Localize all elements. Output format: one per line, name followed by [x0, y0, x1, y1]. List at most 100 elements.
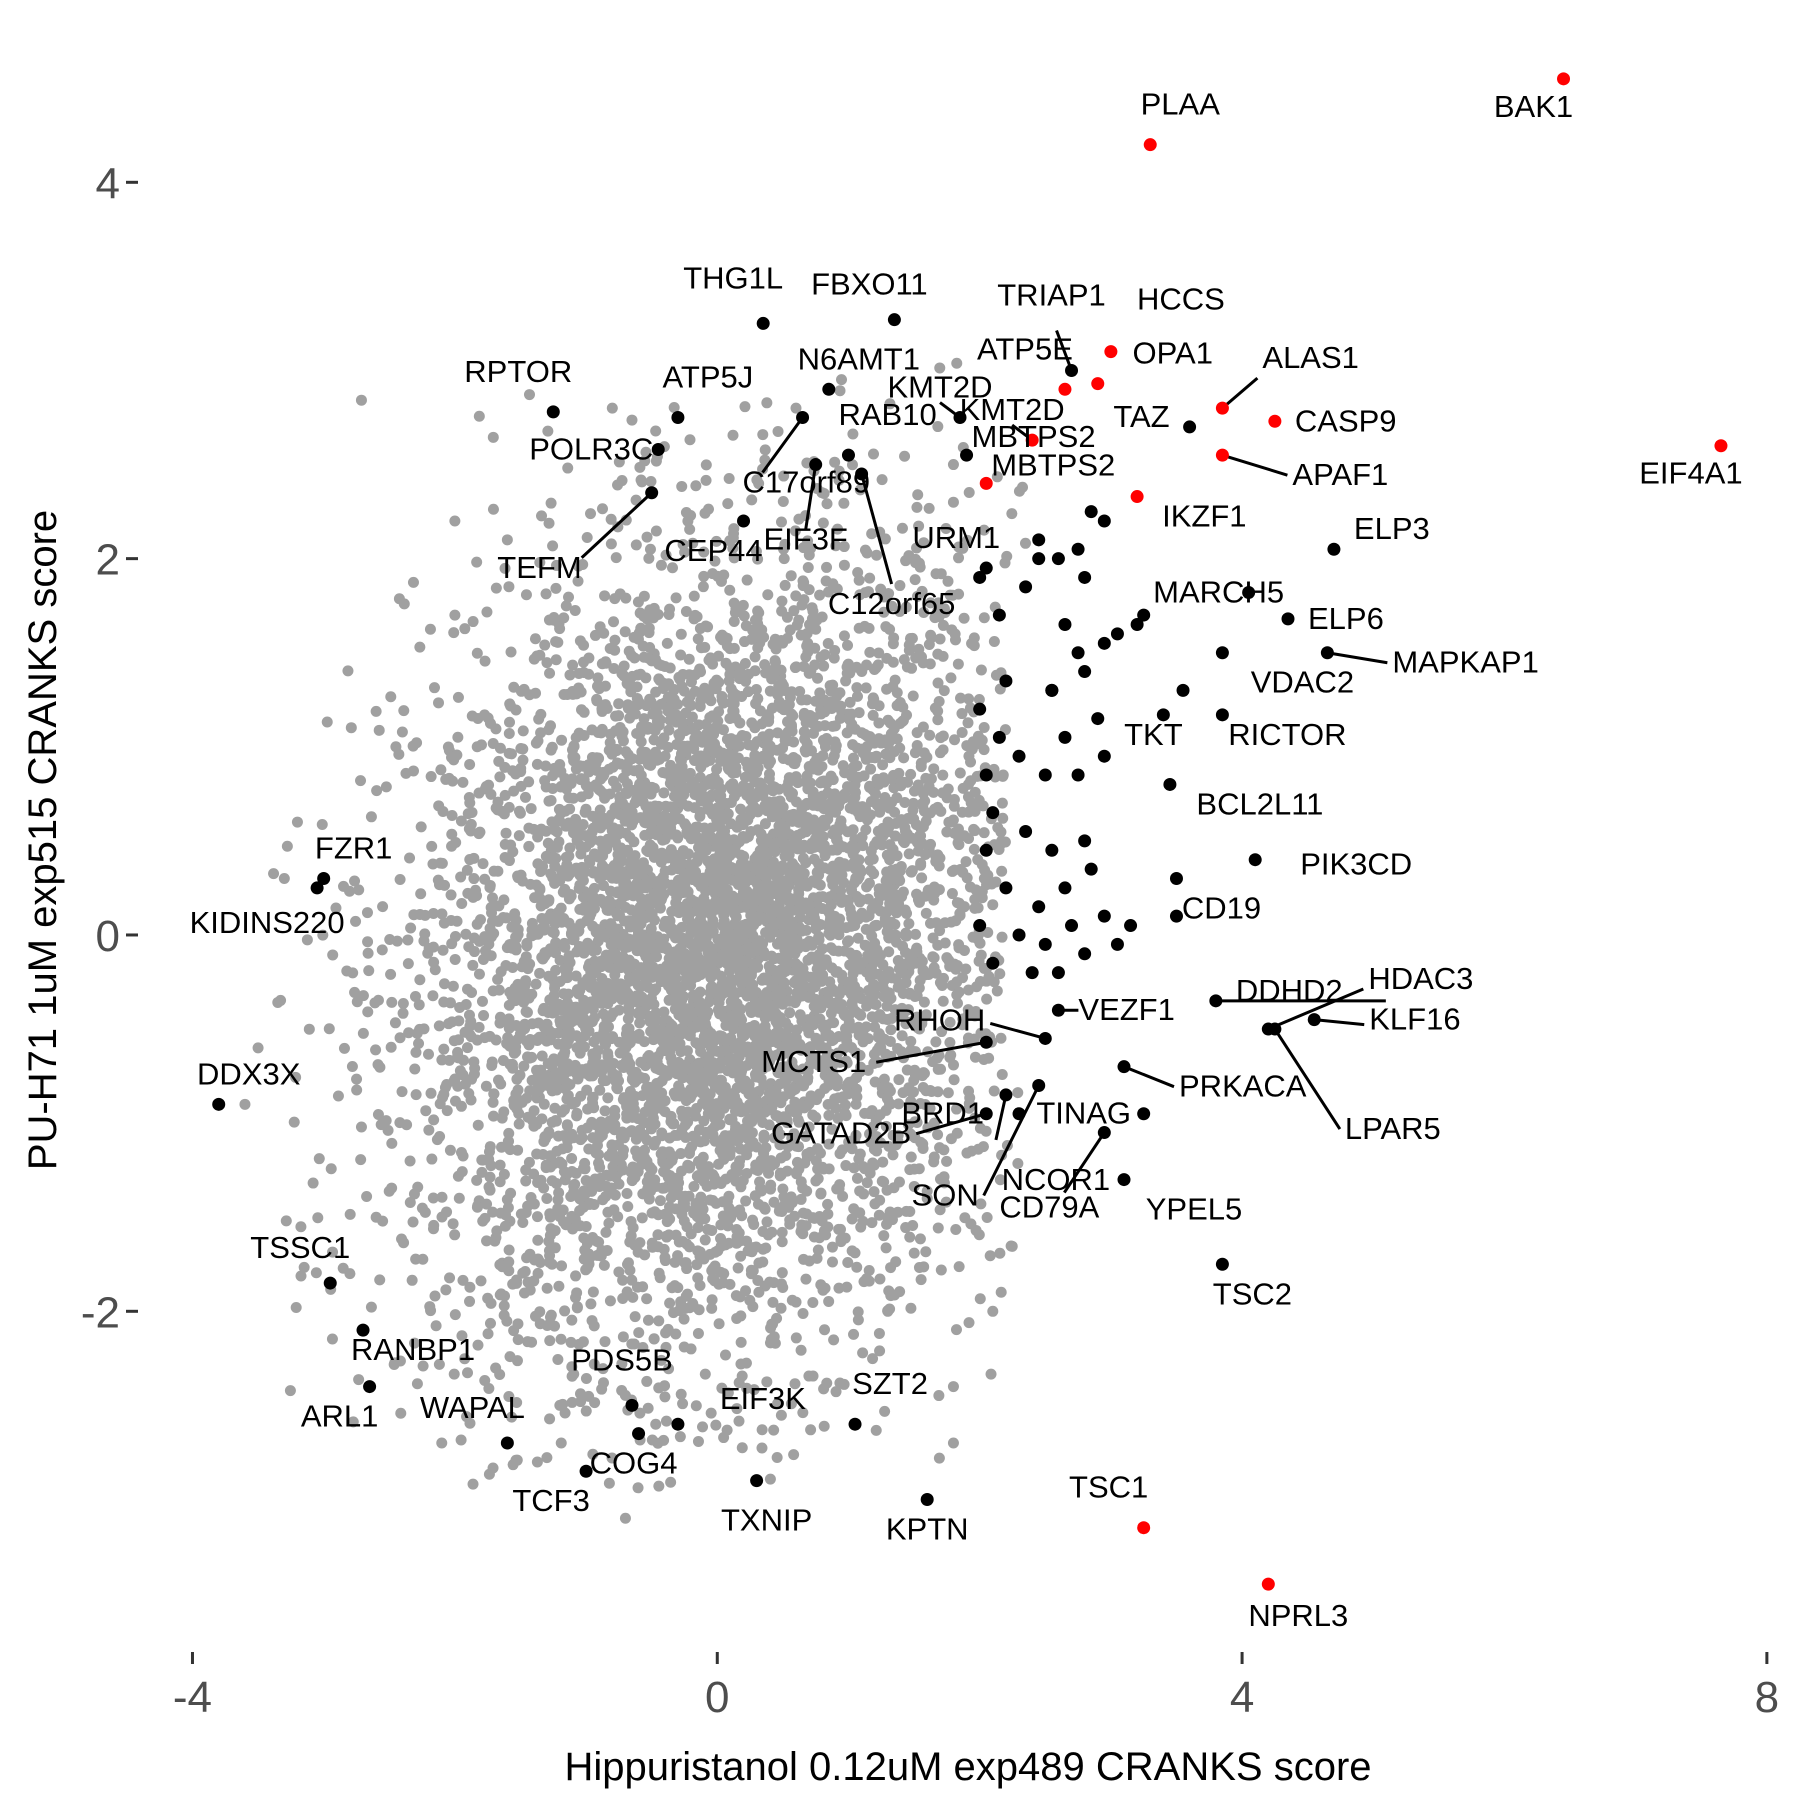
- background-point: [934, 925, 946, 937]
- background-point: [529, 633, 541, 645]
- background-point: [454, 1001, 466, 1013]
- background-point: [357, 1027, 369, 1039]
- background-point: [446, 938, 458, 950]
- background-point: [846, 459, 858, 471]
- background-point: [344, 1208, 356, 1220]
- background-point: [363, 965, 375, 977]
- background-point: [699, 507, 711, 519]
- background-point: [885, 1098, 897, 1110]
- background-point: [819, 1324, 831, 1336]
- background-point: [522, 1276, 534, 1288]
- background-point: [599, 590, 611, 602]
- background-point: [797, 1307, 809, 1319]
- background-point: [573, 727, 585, 739]
- background-point: [556, 1260, 568, 1272]
- background-point: [749, 665, 761, 677]
- background-point: [585, 1298, 597, 1310]
- background-point: [636, 1212, 648, 1224]
- background-point: [860, 824, 872, 836]
- background-point: [409, 1337, 421, 1349]
- background-point: [476, 995, 488, 1007]
- background-point: [776, 677, 788, 689]
- background-point: [694, 1246, 706, 1258]
- background-point: [724, 643, 736, 655]
- background-point: [672, 962, 684, 974]
- background-point: [353, 1374, 365, 1386]
- background-point: [634, 1407, 646, 1419]
- background-point: [646, 1241, 658, 1253]
- background-point: [877, 1156, 889, 1168]
- background-point: [767, 856, 779, 868]
- background-point: [498, 1106, 510, 1118]
- background-point: [878, 1176, 890, 1188]
- background-point: [778, 553, 790, 565]
- background-point: [402, 958, 414, 970]
- background-point: [427, 907, 439, 919]
- background-point: [924, 729, 936, 741]
- background-point: [539, 639, 551, 651]
- background-point: [870, 1424, 882, 1436]
- background-point: [908, 1247, 920, 1259]
- background-point: [995, 1032, 1007, 1044]
- background-point: [411, 737, 423, 749]
- background-point: [670, 829, 682, 841]
- background-point: [798, 710, 810, 722]
- background-point: [616, 1385, 628, 1397]
- background-point: [694, 622, 706, 634]
- background-point: [812, 672, 824, 684]
- background-point: [831, 1183, 843, 1195]
- background-point: [764, 1473, 776, 1485]
- background-point: [567, 792, 579, 804]
- background-point: [419, 928, 431, 940]
- background-point: [574, 1205, 586, 1217]
- background-point: [563, 591, 575, 603]
- background-point: [994, 1247, 1006, 1259]
- background-point: [423, 942, 435, 954]
- background-point: [756, 1442, 768, 1454]
- background-point: [707, 1195, 719, 1207]
- background-point: [894, 742, 906, 754]
- background-point: [940, 523, 952, 535]
- background-point: [904, 1164, 916, 1176]
- background-point: [596, 703, 608, 715]
- background-point: [402, 934, 414, 946]
- background-point: [661, 637, 673, 649]
- background-point: [691, 1210, 703, 1222]
- background-point: [568, 1180, 580, 1192]
- background-point: [713, 1318, 725, 1330]
- background-point: [734, 717, 746, 729]
- background-point: [547, 782, 559, 794]
- background-point: [878, 1073, 890, 1085]
- background-point: [487, 1462, 499, 1474]
- background-point: [633, 1028, 645, 1040]
- background-point: [963, 1317, 975, 1329]
- background-point: [347, 967, 359, 979]
- background-point: [447, 980, 459, 992]
- background-point: [788, 1449, 800, 1461]
- background-point: [530, 978, 542, 990]
- background-point: [603, 1217, 615, 1229]
- background-point: [560, 600, 572, 612]
- background-point: [913, 1262, 925, 1274]
- background-point: [477, 858, 489, 870]
- background-point: [869, 1021, 881, 1033]
- background-point: [664, 1297, 676, 1309]
- background-point: [361, 1191, 373, 1203]
- background-point: [733, 670, 745, 682]
- background-point: [313, 1153, 325, 1165]
- background-point: [554, 623, 566, 635]
- background-point: [994, 968, 1006, 980]
- background-point: [761, 1376, 773, 1388]
- background-point: [674, 673, 686, 685]
- background-point: [526, 1336, 538, 1348]
- background-point: [457, 1069, 469, 1081]
- background-point: [801, 738, 813, 750]
- background-point: [750, 1163, 762, 1175]
- background-point: [303, 1023, 315, 1035]
- background-point: [748, 1384, 760, 1396]
- background-point: [893, 1074, 905, 1086]
- background-point: [723, 675, 735, 687]
- background-point: [996, 931, 1008, 943]
- background-point: [711, 1175, 723, 1187]
- background-point: [978, 722, 990, 734]
